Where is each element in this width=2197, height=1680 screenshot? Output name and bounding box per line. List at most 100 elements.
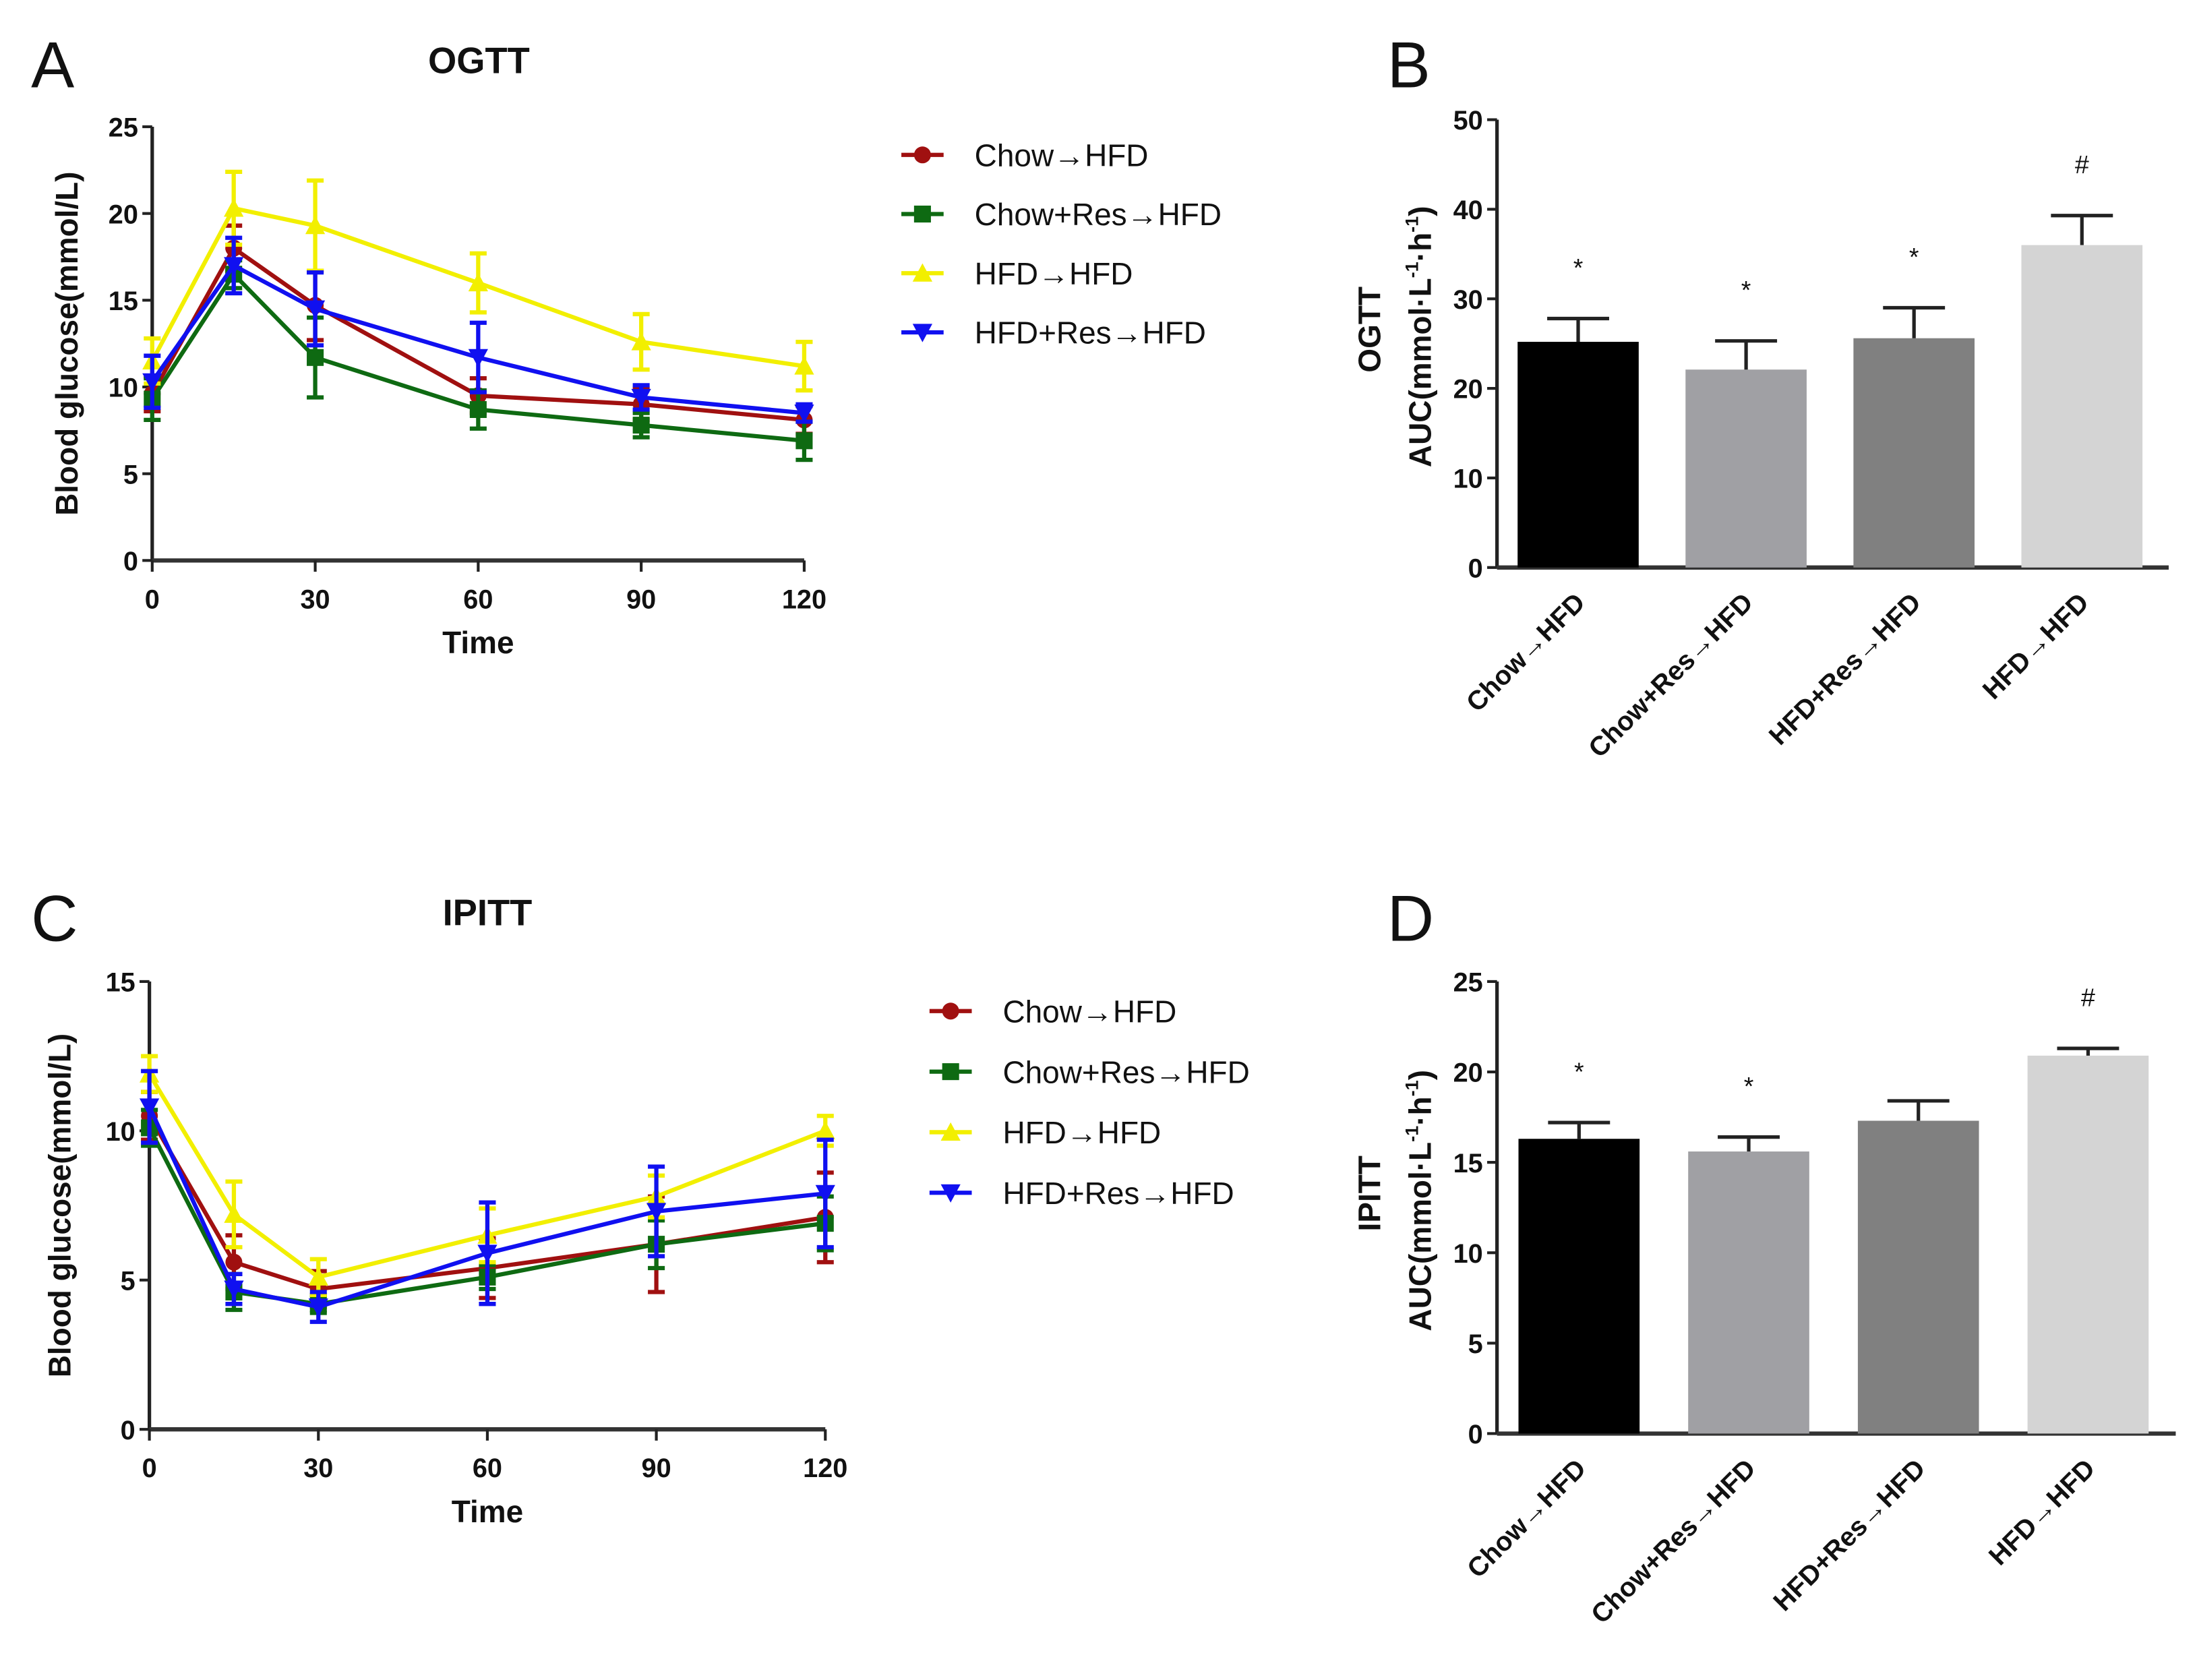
category-label: Chow+Res→HFD [1586, 1453, 1762, 1629]
unit-exponent: -1 [1402, 216, 1422, 233]
legend-label: HFD+Res→HFD [1002, 1176, 1234, 1211]
y-tick-label: 40 [1453, 196, 1483, 225]
unit-part: AUC(mmol·L [1402, 278, 1437, 467]
series-3 [142, 235, 814, 424]
significance-mark: * [1574, 1057, 1584, 1085]
marker-triangle-up [224, 198, 244, 217]
marker-triangle-up [468, 272, 488, 292]
x-tick-label: 30 [303, 1453, 333, 1483]
y-axis-label: Blood glucose(mmol/L) [49, 171, 84, 515]
marker-triangle-down [794, 404, 814, 423]
significance-mark: # [2075, 150, 2089, 179]
y-tick-label: 20 [1453, 375, 1483, 404]
marker-square [795, 432, 813, 450]
significance-mark: * [1573, 253, 1584, 282]
marker-triangle-up [631, 332, 651, 351]
y-tick-label: 20 [109, 200, 138, 229]
y-axis-label-unit: AUC(mmol·L-1·h-1) [1402, 1070, 1438, 1331]
y-tick-label: 5 [121, 1266, 136, 1296]
x-tick-label: 0 [142, 1453, 157, 1483]
marker-triangle-up [815, 1120, 835, 1139]
y-tick-label: 25 [1453, 968, 1483, 998]
marker-triangle-down [224, 257, 244, 276]
unit-part: ·h [1402, 1096, 1437, 1125]
significance-mark: # [2081, 984, 2095, 1012]
marker-triangle-down [912, 324, 933, 342]
marker-triangle-up [308, 1267, 328, 1286]
series-line [147, 1073, 826, 1280]
series-line [150, 245, 805, 423]
significance-mark: * [1909, 243, 1919, 271]
series-line [147, 1106, 826, 1309]
legend-label: Chow→HFD [975, 138, 1149, 173]
y-tick-label: 10 [109, 373, 138, 403]
marker-triangle-down [224, 1280, 244, 1299]
legend-label: Chow+Res→HFD [1002, 1054, 1249, 1089]
unit-exponent: -1 [1402, 262, 1422, 278]
unit-part: AUC(mmol·L [1402, 1142, 1437, 1331]
marker-triangle-up [794, 356, 814, 375]
marker-triangle-up [912, 263, 933, 282]
category-label: Chow+Res→HFD [1583, 587, 1759, 763]
marker-triangle-down [142, 373, 162, 392]
x-tick-label: 120 [782, 584, 826, 614]
series-line [150, 262, 805, 415]
bar [1857, 1120, 1979, 1434]
y-tick-label: 5 [1468, 1329, 1483, 1359]
unit-exponent: -1 [1402, 1126, 1422, 1142]
y-tick-label: 30 [1453, 285, 1483, 315]
marker-triangle-down [477, 1244, 498, 1263]
marker-square [307, 349, 324, 366]
y-tick-label: 10 [1453, 1239, 1483, 1269]
x-tick-label: 0 [145, 584, 160, 614]
unit-part: ) [1402, 206, 1437, 216]
unit-part: ) [1402, 1070, 1437, 1080]
marker-triangle-down [139, 1098, 160, 1117]
bar [1517, 342, 1639, 568]
bar [1685, 369, 1807, 568]
marker-triangle-down [815, 1184, 835, 1203]
category-label: HFD→HFD [1977, 587, 2095, 704]
chart-title: IPITT [443, 892, 533, 933]
panel-label: C [31, 882, 78, 955]
unit-part: ·h [1402, 233, 1437, 262]
legend-label: Chow→HFD [1002, 994, 1176, 1029]
legend-label: HFD→HFD [975, 256, 1133, 291]
x-tick-label: 90 [626, 584, 656, 614]
legend-label: Chow+Res→HFD [975, 197, 1222, 232]
y-axis-label: Blood glucose(mmol/L) [42, 1033, 78, 1377]
marker-square [913, 205, 931, 223]
y-axis-label-unit: AUC(mmol·L-1·h-1) [1402, 206, 1438, 467]
marker-triangle-up [224, 1204, 244, 1223]
series-line [147, 1127, 826, 1307]
panel-label: A [31, 30, 74, 102]
y-tick-label: 0 [1468, 1420, 1483, 1449]
legend-label: HFD→HFD [1002, 1115, 1161, 1150]
marker-square [942, 1063, 959, 1081]
x-tick-label: 60 [463, 584, 493, 614]
category-label: Chow→HFD [1461, 587, 1591, 717]
marker-triangle-down [646, 1203, 667, 1222]
marker-square [469, 400, 487, 419]
panel-label: D [1387, 882, 1434, 955]
y-tick-label: 0 [121, 1416, 136, 1445]
y-tick-label: 25 [109, 113, 138, 143]
panel-a: A 0 5 10 15 20 25 OGTT 0 30 60 90 120 Time Blood gluco… [31, 30, 1222, 661]
panel-c: C 0 5 10 15 IPITT 0 30 60 90 120 Time Blood glucose(… [31, 882, 1250, 1529]
bar [1518, 1139, 1640, 1434]
y-tick-label: 15 [106, 968, 136, 998]
bar [1853, 338, 1975, 568]
y-tick-label: 10 [106, 1117, 136, 1147]
category-label: HFD→HFD [1983, 1453, 2101, 1571]
unit-exponent: -1 [1402, 1080, 1422, 1096]
panel-label: B [1387, 30, 1431, 102]
chart-title: OGTT [428, 40, 530, 82]
series-3 [139, 1069, 835, 1324]
y-tick-label: 0 [123, 547, 138, 576]
x-axis-label: Time [442, 625, 514, 660]
series-line [150, 206, 805, 369]
marker-square [632, 417, 650, 434]
legend-label: HFD+Res→HFD [975, 316, 1206, 351]
marker-triangle-up [305, 216, 326, 235]
